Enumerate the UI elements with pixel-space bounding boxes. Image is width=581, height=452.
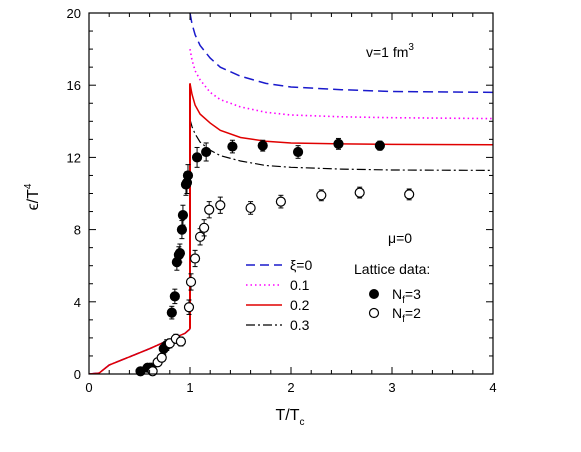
data-point-nf2-9: [195, 231, 206, 242]
y-tick-label: 8: [74, 223, 81, 238]
data-point-nf2-10: [199, 222, 210, 233]
legend-label-xi0: ξ=0: [290, 257, 312, 273]
lattice-legend-title: Lattice data:: [354, 261, 430, 277]
data-point-nf3-11: [177, 210, 189, 221]
y-tick-label: 12: [67, 150, 81, 165]
data-point-nf3-15: [191, 152, 203, 163]
data-point-nf2-5: [175, 336, 187, 347]
y-tick-label: 16: [67, 78, 81, 93]
data-point-nf3-9: [174, 247, 185, 259]
y-tick-label: 20: [67, 6, 81, 21]
plot-area: [89, 13, 493, 377]
legend: ξ=0 0.1 0.2 0.3 Lattice data: Nf=3 Nf=2: [246, 257, 430, 333]
series-2-below-tc: [89, 328, 191, 374]
data-point-nf2-7: [185, 276, 197, 288]
data-point-nf2-17: [404, 189, 415, 200]
data-point-nf2-2: [156, 352, 167, 363]
data-point-nf2-15: [316, 190, 327, 201]
data-point-nf2-13: [245, 202, 256, 214]
volume-annotation-sup: 3: [408, 42, 414, 53]
volume-annotation: v=1 fm3: [366, 42, 414, 60]
y-axis-title-sup: 4: [23, 183, 34, 189]
legend-label-nf2-main: N: [392, 305, 402, 321]
x-tick-label: 3: [388, 380, 395, 395]
legend-label-nf2-sub: f: [402, 314, 405, 325]
x-axis-title-sub: c: [300, 417, 305, 428]
x-tick-label: 0: [85, 380, 92, 395]
data-point-nf2-6: [183, 302, 195, 313]
legend-label-nf2: Nf=2: [392, 305, 421, 325]
legend-label-nf3-main: N: [392, 286, 402, 302]
y-tick-label: 4: [74, 295, 81, 310]
x-tick-label: 4: [489, 380, 496, 395]
x-tick-label: 1: [186, 380, 193, 395]
data-point-nf3-18: [257, 140, 268, 151]
mu-annotation: μ=0: [388, 230, 412, 246]
data-point-nf3-14: [182, 170, 194, 181]
data-point-nf2-12: [215, 200, 226, 211]
data-point-nf3-5: [166, 307, 177, 318]
data-point-nf2-8: [189, 253, 201, 264]
data-point-nf3-10: [176, 224, 188, 235]
legend-marker-nf2: [368, 307, 380, 319]
data-point-nf2-14: [275, 196, 286, 207]
x-tick-label: 2: [287, 380, 294, 395]
legend-label-nf3-suffix: =3: [405, 286, 421, 302]
legend-label-03: 0.3: [290, 317, 310, 333]
data-point-nf2-16: [354, 187, 365, 198]
y-axis-title-main: ϵ/T: [25, 189, 42, 211]
legend-label-nf3: Nf=3: [392, 286, 421, 306]
legend-label-nf3-sub: f: [402, 295, 405, 306]
series-0-above-tc: [189, 13, 493, 94]
legend-label-nf2-suffix: =2: [405, 305, 421, 321]
legend-marker-nf3: [369, 289, 379, 299]
data-point-nf3-17: [227, 141, 238, 152]
data-point-nf3-19: [292, 146, 304, 158]
y-tick-label: 0: [74, 367, 81, 382]
data-point-nf3-20: [333, 138, 344, 149]
series-2-above-tc: [189, 83, 493, 146]
series-3-above-tc: [189, 119, 493, 171]
volume-annotation-main: v=1 fm: [366, 44, 408, 60]
legend-label-02: 0.2: [290, 297, 310, 313]
x-axis-title-main: T/T: [276, 407, 300, 424]
x-axis-title: T/Tc: [276, 407, 305, 428]
series-1-above-tc: [189, 48, 493, 120]
data-point-nf3-21: [374, 140, 385, 151]
data-point-nf3-6: [169, 291, 180, 302]
legend-label-01: 0.1: [290, 277, 310, 293]
data-point-nf2-11: [204, 204, 215, 215]
data-point-nf3-16: [201, 146, 212, 158]
y-axis-title: ϵ/T4: [23, 183, 42, 210]
